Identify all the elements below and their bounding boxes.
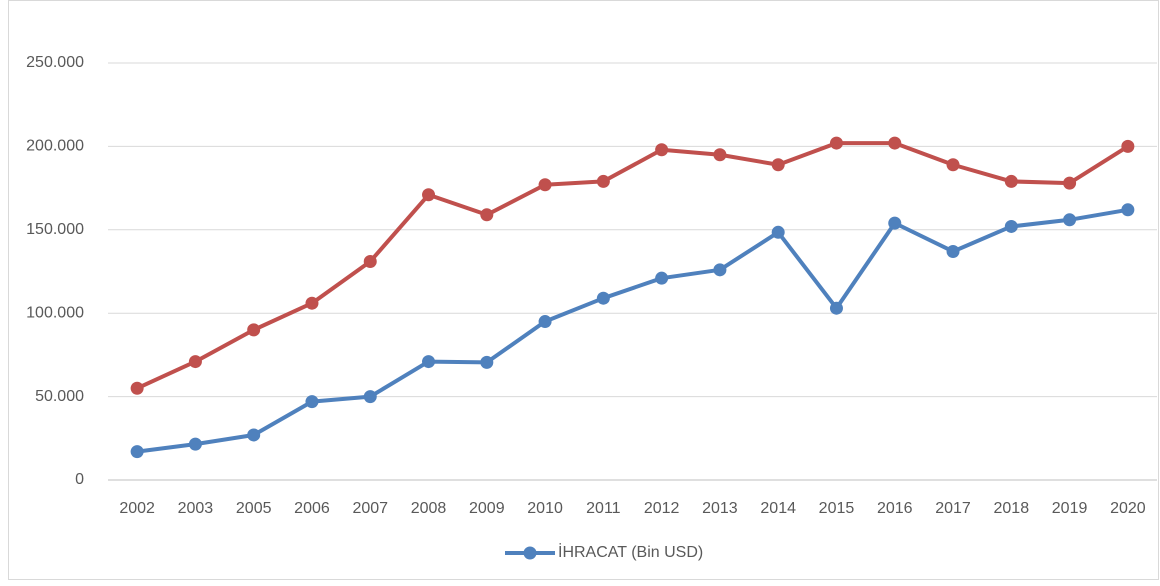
legend-label: İHRACAT (Bin USD) <box>558 542 703 561</box>
x-tick-label: 2011 <box>586 500 621 517</box>
data-point <box>655 143 669 157</box>
data-point <box>422 355 436 369</box>
x-tick-label: 2006 <box>294 500 330 517</box>
data-point <box>363 390 377 404</box>
data-point <box>480 355 494 369</box>
x-tick-label: 2018 <box>994 500 1030 517</box>
data-point <box>888 216 902 230</box>
data-point <box>771 158 785 172</box>
y-tick-label: 0 <box>75 471 84 488</box>
x-tick-label: 2003 <box>178 500 214 517</box>
x-tick-label: 2012 <box>644 500 680 517</box>
data-point <box>771 225 785 239</box>
data-point <box>1121 139 1135 153</box>
data-point <box>713 263 727 277</box>
x-tick-label: 2005 <box>236 500 272 517</box>
data-point <box>422 188 436 202</box>
x-tick-label: 2002 <box>119 500 155 517</box>
x-tick-label: 2009 <box>469 500 505 517</box>
series-line <box>136 141 1129 391</box>
x-tick-label: 2010 <box>527 500 563 517</box>
x-tick-label: 2017 <box>935 500 971 517</box>
data-point <box>829 136 843 150</box>
legend-marker <box>523 546 537 560</box>
x-tick-label: 2020 <box>1110 500 1146 517</box>
series-line <box>136 207 1129 454</box>
data-point <box>305 395 319 409</box>
data-point <box>946 158 960 172</box>
y-tick-label: 100.000 <box>26 304 84 321</box>
data-point <box>1063 176 1077 190</box>
data-point <box>130 445 144 459</box>
data-point <box>1004 174 1018 188</box>
data-point <box>946 244 960 258</box>
data-point <box>1121 203 1135 217</box>
y-tick-label: 150.000 <box>26 221 84 238</box>
data-point <box>538 178 552 192</box>
data-point <box>247 323 261 337</box>
data-point <box>480 208 494 222</box>
x-tick-label: 2016 <box>877 500 913 517</box>
data-point <box>363 254 377 268</box>
data-point <box>829 301 843 315</box>
y-tick-label: 200.000 <box>26 138 84 155</box>
y-tick-label: 50.000 <box>35 388 84 405</box>
x-tick-label: 2019 <box>1052 500 1088 517</box>
data-point <box>596 291 610 305</box>
data-point <box>305 296 319 310</box>
data-point <box>1004 219 1018 233</box>
x-tick-label: 2008 <box>411 500 447 517</box>
x-tick-label: 2015 <box>819 500 855 517</box>
data-point <box>888 136 902 150</box>
data-point <box>130 381 144 395</box>
data-point <box>538 315 552 329</box>
chart-frame <box>8 0 1159 580</box>
x-tick-label: 2007 <box>352 500 388 517</box>
data-point <box>188 437 202 451</box>
x-tick-label: 2014 <box>760 500 796 517</box>
data-point <box>1063 213 1077 227</box>
y-tick-label: 250.000 <box>26 54 84 71</box>
data-point <box>247 428 261 442</box>
data-point <box>655 271 669 285</box>
data-point <box>713 148 727 162</box>
x-tick-label: 2013 <box>702 500 738 517</box>
data-point <box>596 174 610 188</box>
data-point <box>188 355 202 369</box>
